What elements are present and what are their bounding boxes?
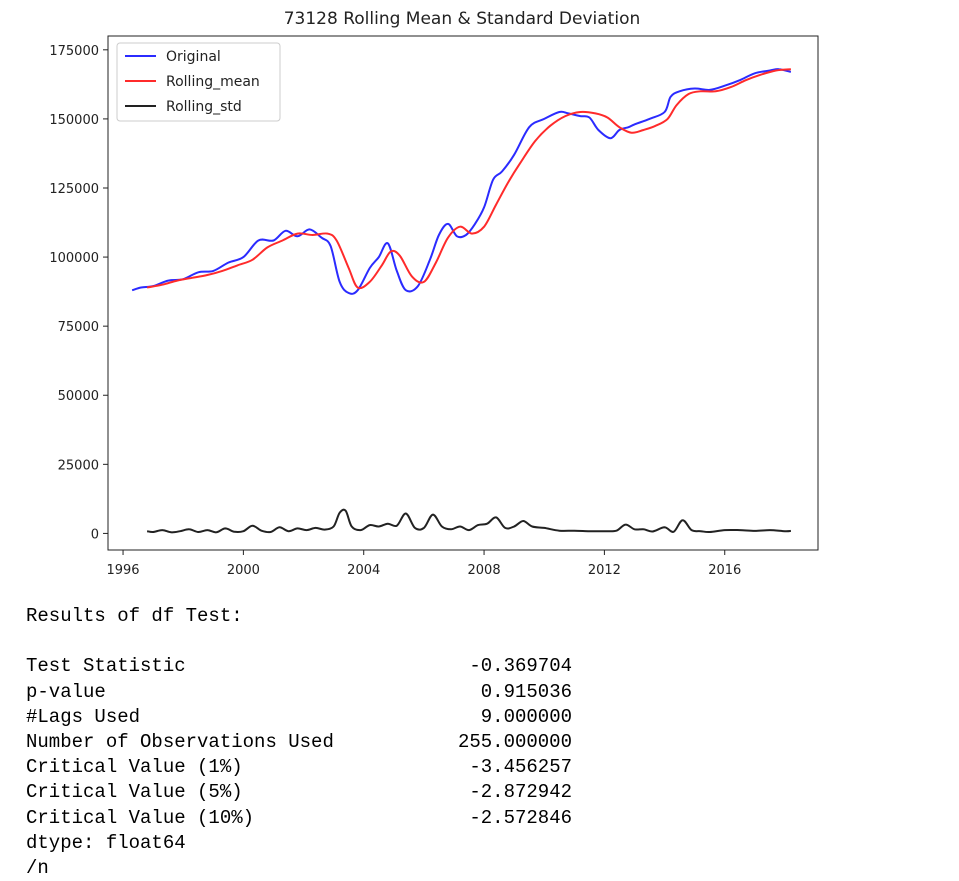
result-label: Number of Observations Used xyxy=(26,730,334,753)
line-chart: 73128 Rolling Mean & Standard Deviation … xyxy=(49,9,819,578)
trailing-line: /n xyxy=(26,856,49,879)
chart-container: 73128 Rolling Mean & Standard Deviation … xyxy=(49,9,819,578)
x-tick-label: 2008 xyxy=(468,563,501,578)
series-line-rolling-std xyxy=(146,508,792,534)
chart-title: 73128 Rolling Mean & Standard Deviation xyxy=(284,9,641,29)
x-tick-label: 1996 xyxy=(106,563,139,578)
result-label: Critical Value (10%) xyxy=(26,806,255,829)
result-label: #Lags Used xyxy=(26,705,141,728)
result-value: -2.572846 xyxy=(469,806,572,829)
result-row: Number of Observations Used 255.000000 xyxy=(26,730,572,755)
y-tick-label: 150000 xyxy=(49,113,99,128)
legend-box xyxy=(116,42,281,122)
legend-label: Rolling_mean xyxy=(166,74,260,90)
y-tick-label: 50000 xyxy=(58,389,99,404)
output-heading: Results of df Test: xyxy=(26,605,243,627)
result-value: -2.872942 xyxy=(469,781,572,804)
x-tick-label: 2004 xyxy=(347,563,380,578)
df-test-output: Results of df Test: Test Statistic -0.369… xyxy=(26,604,572,881)
result-value: 0.915036 xyxy=(480,680,572,703)
results-table: Test Statistic -0.369704 p-value 0.915036 #L… xyxy=(26,654,572,830)
y-tick-label: 100000 xyxy=(49,251,99,266)
result-row: p-value 0.915036 xyxy=(26,680,572,705)
result-row: #Lags Used 9.000000 xyxy=(26,705,572,730)
blank-line xyxy=(26,629,572,654)
series-line-original xyxy=(131,68,792,295)
result-label: p-value xyxy=(26,680,106,703)
legend-label: Original xyxy=(166,49,221,65)
x-tick-label: 2012 xyxy=(588,563,621,578)
series-line-rolling-mean xyxy=(146,68,791,290)
result-value: 9.000000 xyxy=(480,705,572,728)
dtype-line: dtype: float64 xyxy=(26,831,186,854)
y-tick-label: 25000 xyxy=(58,458,99,473)
series-layer xyxy=(131,68,792,534)
result-row: Critical Value (10%) -2.572846 xyxy=(26,806,572,831)
result-value: 255.000000 xyxy=(457,730,572,753)
result-label: Critical Value (1%) xyxy=(26,756,243,779)
y-tick-label: 125000 xyxy=(49,182,99,197)
legend-label: Rolling_std xyxy=(166,99,242,115)
x-tick-label: 2016 xyxy=(708,563,741,578)
y-tick-label: 0 xyxy=(91,527,99,542)
plot-frame xyxy=(107,35,819,551)
plot-axes: 1996 2000 2004 2008 2012 2016 0 25000 50000 75000… xyxy=(49,35,819,578)
result-label: Test Statistic xyxy=(26,655,186,678)
legend: Original Rolling_mean Rolling_std xyxy=(116,42,281,122)
result-value: -0.369704 xyxy=(469,655,572,678)
result-value: -3.456257 xyxy=(469,756,572,779)
y-tick-label: 75000 xyxy=(58,320,99,335)
result-label: Critical Value (5%) xyxy=(26,781,243,804)
result-row: Test Statistic -0.369704 xyxy=(26,654,572,679)
x-tick-label: 2000 xyxy=(227,563,260,578)
y-tick-label: 175000 xyxy=(49,44,99,59)
result-row: Critical Value (5%) -2.872942 xyxy=(26,780,572,805)
result-row: Critical Value (1%) -3.456257 xyxy=(26,755,572,780)
